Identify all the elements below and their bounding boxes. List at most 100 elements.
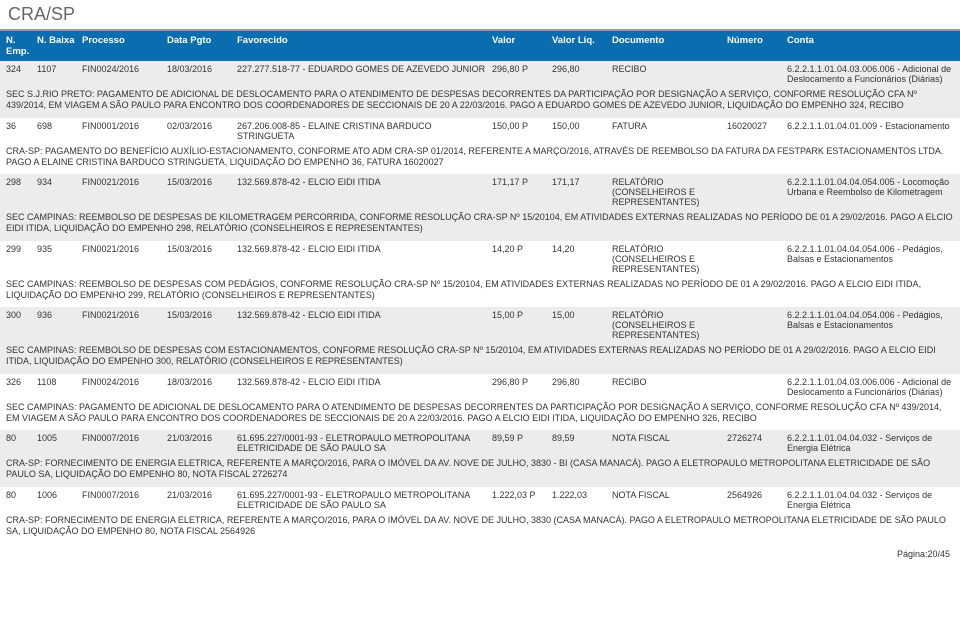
cell-valor: 171,17 P xyxy=(492,177,552,187)
cell-valor-liq: 150,00 xyxy=(552,121,612,131)
col-num: Número xyxy=(727,35,787,57)
cell-processo: FIN0024/2016 xyxy=(82,64,167,74)
cell-conta: 6.2.2.1.1.01.04.04.054.005 - Locomoção U… xyxy=(787,177,958,197)
cell-conta: 6.2.2.1.1.01.04.04.054.006 - Pedágios, B… xyxy=(787,244,958,264)
cell-baixa: 1107 xyxy=(37,64,82,74)
table-row: 36698FIN0001/201602/03/2016267.206.008-8… xyxy=(0,118,960,175)
cell-valor-liq: 89,59 xyxy=(552,433,612,443)
data-row: 299935FIN0021/201615/03/2016132.569.878-… xyxy=(0,241,960,277)
table-row: 801006FIN0007/201621/03/201661.695.227/0… xyxy=(0,487,960,544)
cell-processo: FIN0024/2016 xyxy=(82,377,167,387)
cell-valor: 15,00 P xyxy=(492,310,552,320)
table-row: 3241107FIN0024/201618/03/2016227.277.518… xyxy=(0,61,960,118)
cell-documento: FATURA xyxy=(612,121,727,131)
row-description: SEC CAMPINAS: PAGAMENTO DE ADICIONAL DE … xyxy=(0,400,960,431)
data-row: 300936FIN0021/201615/03/2016132.569.878-… xyxy=(0,307,960,343)
cell-valor: 150,00 P xyxy=(492,121,552,131)
cell-documento: RELATÓRIO (CONSELHEIROS E REPRESENTANTES… xyxy=(612,310,727,340)
col-fav: Favorecido xyxy=(237,35,492,57)
cell-valor: 296,80 P xyxy=(492,64,552,74)
cell-documento: NOTA FISCAL xyxy=(612,433,727,443)
table-row: 298934FIN0021/201615/03/2016132.569.878-… xyxy=(0,174,960,241)
cell-baixa: 1108 xyxy=(37,377,82,387)
cell-emp: 324 xyxy=(2,64,37,74)
page-title: CRA/SP xyxy=(0,0,960,31)
cell-baixa: 936 xyxy=(37,310,82,320)
cell-emp: 36 xyxy=(2,121,37,131)
col-valliq: Valor Liq. xyxy=(552,35,612,57)
cell-emp: 326 xyxy=(2,377,37,387)
cell-baixa: 1006 xyxy=(37,490,82,500)
cell-favorecido: 132.569.878-42 - ELCIO EIDI ITIDA xyxy=(237,377,492,387)
cell-processo: FIN0007/2016 xyxy=(82,433,167,443)
table-row: 3261108FIN0024/201618/03/2016132.569.878… xyxy=(0,374,960,431)
cell-favorecido: 132.569.878-42 - ELCIO EIDI ITIDA xyxy=(237,177,492,187)
row-description: SEC CAMPINAS: REEMBOLSO DE DESPESAS COM … xyxy=(0,277,960,308)
cell-valor: 14,20 P xyxy=(492,244,552,254)
cell-processo: FIN0001/2016 xyxy=(82,121,167,131)
cell-valor-liq: 296,80 xyxy=(552,64,612,74)
cell-emp: 298 xyxy=(2,177,37,187)
cell-conta: 6.2.2.1.1.01.04.01.009 - Estacionamento xyxy=(787,121,958,131)
cell-documento: RELATÓRIO (CONSELHEIROS E REPRESENTANTES… xyxy=(612,244,727,274)
cell-valor-liq: 14,20 xyxy=(552,244,612,254)
table-row: 300936FIN0021/201615/03/2016132.569.878-… xyxy=(0,307,960,374)
cell-conta: 6.2.2.1.1.01.04.04.054.006 - Pedágios, B… xyxy=(787,310,958,330)
cell-conta: 6.2.2.1.1.01.04.04.032 - Serviços de Ene… xyxy=(787,490,958,510)
col-valor: Valor xyxy=(492,35,552,57)
cell-valor: 89,59 P xyxy=(492,433,552,443)
cell-numero: 2726274 xyxy=(727,433,787,443)
cell-valor-liq: 1.222,03 xyxy=(552,490,612,500)
data-row: 298934FIN0021/201615/03/2016132.569.878-… xyxy=(0,174,960,210)
cell-data-pgto: 15/03/2016 xyxy=(167,177,237,187)
cell-processo: FIN0021/2016 xyxy=(82,177,167,187)
table-row: 299935FIN0021/201615/03/2016132.569.878-… xyxy=(0,241,960,308)
cell-data-pgto: 18/03/2016 xyxy=(167,64,237,74)
cell-valor: 1.222,03 P xyxy=(492,490,552,500)
cell-data-pgto: 15/03/2016 xyxy=(167,310,237,320)
data-row: 3241107FIN0024/201618/03/2016227.277.518… xyxy=(0,61,960,87)
cell-emp: 80 xyxy=(2,433,37,443)
col-emp: N. Emp. xyxy=(2,35,37,57)
cell-valor-liq: 171,17 xyxy=(552,177,612,187)
cell-data-pgto: 21/03/2016 xyxy=(167,490,237,500)
cell-numero: 2564926 xyxy=(727,490,787,500)
cell-favorecido: 61.695.227/0001-93 - ELETROPAULO METROPO… xyxy=(237,490,492,510)
row-description: CRA-SP: FORNECIMENTO DE ENERGIA ELETRICA… xyxy=(0,513,960,544)
cell-valor-liq: 296,80 xyxy=(552,377,612,387)
data-row: 801006FIN0007/201621/03/201661.695.227/0… xyxy=(0,487,960,513)
cell-baixa: 935 xyxy=(37,244,82,254)
table-header-row: N. Emp. N. Baixa Processo Data Pgto Favo… xyxy=(0,31,960,61)
cell-numero: 16020027 xyxy=(727,121,787,131)
cell-baixa: 1005 xyxy=(37,433,82,443)
cell-documento: NOTA FISCAL xyxy=(612,490,727,500)
cell-processo: FIN0021/2016 xyxy=(82,244,167,254)
cell-documento: RELATÓRIO (CONSELHEIROS E REPRESENTANTES… xyxy=(612,177,727,207)
cell-conta: 6.2.2.1.1.01.04.03.006.006 - Adicional d… xyxy=(787,64,958,84)
cell-data-pgto: 02/03/2016 xyxy=(167,121,237,131)
cell-valor-liq: 15,00 xyxy=(552,310,612,320)
col-conta: Conta xyxy=(787,35,958,57)
table-row: 801005FIN0007/201621/03/201661.695.227/0… xyxy=(0,430,960,487)
rows-container: 3241107FIN0024/201618/03/2016227.277.518… xyxy=(0,61,960,543)
cell-emp: 80 xyxy=(2,490,37,500)
cell-documento: RECIBO xyxy=(612,64,727,74)
data-row: 36698FIN0001/201602/03/2016267.206.008-8… xyxy=(0,118,960,144)
cell-baixa: 698 xyxy=(37,121,82,131)
page-footer: Página:20/45 xyxy=(0,543,960,561)
cell-baixa: 934 xyxy=(37,177,82,187)
col-proc: Processo xyxy=(82,35,167,57)
row-description: SEC CAMPINAS: REEMBOLSO DE DESPESAS DE K… xyxy=(0,210,960,241)
cell-conta: 6.2.2.1.1.01.04.03.006.006 - Adicional d… xyxy=(787,377,958,397)
cell-favorecido: 132.569.878-42 - ELCIO EIDI ITIDA xyxy=(237,310,492,320)
row-description: SEC S.J.RIO PRETO: PAGAMENTO DE ADICIONA… xyxy=(0,87,960,118)
col-baixa: N. Baixa xyxy=(37,35,82,57)
cell-processo: FIN0007/2016 xyxy=(82,490,167,500)
cell-data-pgto: 21/03/2016 xyxy=(167,433,237,443)
row-description: CRA-SP: FORNECIMENTO DE ENERGIA ELETRICA… xyxy=(0,456,960,487)
row-description: SEC CAMPINAS: REEMBOLSO DE DESPESAS COM … xyxy=(0,343,960,374)
col-data: Data Pgto xyxy=(167,35,237,57)
cell-emp: 300 xyxy=(2,310,37,320)
cell-favorecido: 61.695.227/0001-93 - ELETROPAULO METROPO… xyxy=(237,433,492,453)
cell-data-pgto: 15/03/2016 xyxy=(167,244,237,254)
